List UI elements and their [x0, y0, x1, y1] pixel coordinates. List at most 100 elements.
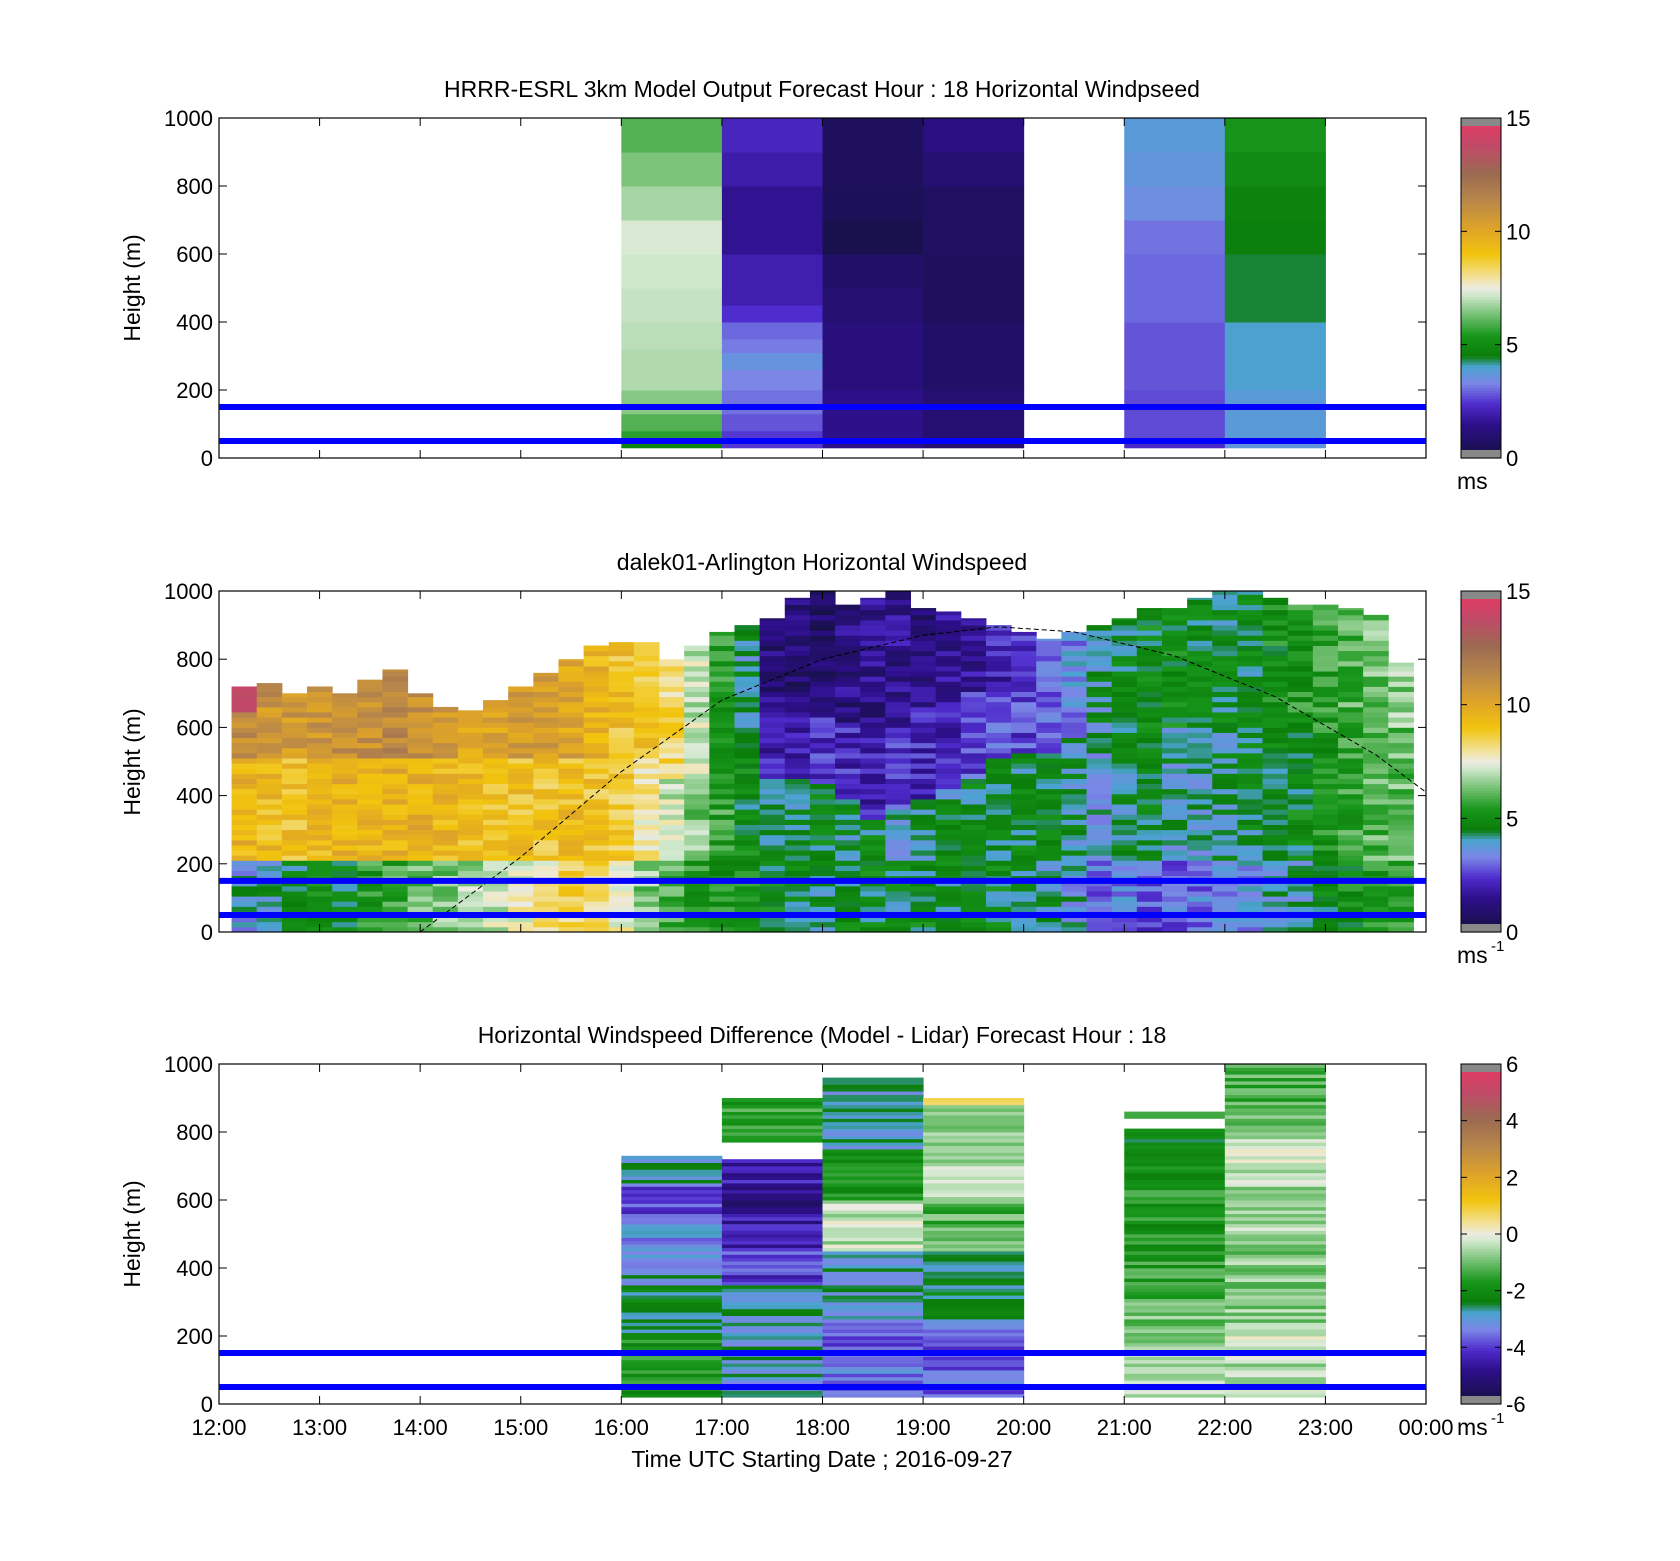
- lidar-profile: [457, 710, 484, 932]
- heatmap-cell: [1237, 845, 1264, 851]
- heatmap-cell: [1237, 870, 1264, 877]
- heatmap-cell: [822, 1077, 924, 1082]
- heatmap-cell: [432, 916, 459, 923]
- heatmap-cell: [1011, 671, 1037, 677]
- heatmap-cell: [1124, 1390, 1226, 1395]
- heatmap-cell: [231, 926, 258, 932]
- heatmap-cell: [633, 660, 660, 667]
- lidar-profile: [633, 642, 660, 932]
- heatmap-cell: [809, 799, 836, 805]
- heatmap-cell: [860, 758, 886, 764]
- heatmap-cell: [533, 758, 559, 764]
- heatmap-cell: [1161, 614, 1188, 621]
- heatmap-cell: [332, 793, 358, 800]
- heatmap-cell: [960, 758, 987, 764]
- heatmap-cell: [809, 834, 836, 841]
- heatmap-cell: [960, 752, 987, 759]
- heatmap-cell: [1187, 609, 1213, 616]
- heatmap-cell: [608, 645, 635, 652]
- heatmap-cell: [885, 737, 912, 744]
- heatmap-cell: [759, 773, 786, 779]
- heatmap-cell: [1312, 706, 1339, 713]
- heatmap-cell: [1086, 773, 1113, 779]
- heatmap-cell: [256, 870, 283, 877]
- heatmap-cell: [1111, 819, 1138, 825]
- heatmap-cell: [281, 819, 308, 825]
- heatmap-cell: [1224, 1298, 1326, 1303]
- heatmap-cell: [860, 597, 886, 600]
- heatmap-cell: [960, 655, 987, 662]
- heatmap-cell: [1212, 727, 1238, 733]
- heatmap-cell: [608, 824, 635, 831]
- heatmap-cell: [1287, 850, 1314, 856]
- heatmap-cell: [1224, 1223, 1326, 1228]
- heatmap-cell: [307, 778, 333, 785]
- heatmap-cell: [809, 896, 836, 902]
- heatmap-cell: [835, 788, 861, 795]
- heatmap-cell: [621, 220, 723, 255]
- heatmap-cell: [332, 896, 358, 902]
- heatmap-cell: [1187, 845, 1213, 851]
- heatmap-cell: [1136, 850, 1163, 856]
- heatmap-cell: [1161, 706, 1188, 713]
- heatmap-cell: [1061, 829, 1088, 836]
- heatmap-cell: [633, 783, 660, 790]
- heatmap-cell: [608, 666, 635, 672]
- heatmap-cell: [1036, 773, 1062, 779]
- heatmap-cell: [935, 619, 962, 626]
- heatmap-cell: [960, 926, 987, 932]
- heatmap-cell: [1086, 819, 1113, 825]
- heatmap-cell: [357, 722, 383, 728]
- heatmap-cell: [1262, 655, 1289, 662]
- x-tick-label: 17:00: [694, 1415, 749, 1440]
- heatmap-cell: [1011, 660, 1037, 667]
- heatmap-cell: [1224, 1111, 1326, 1116]
- heatmap-cell: [1312, 788, 1339, 795]
- heatmap-cell: [1224, 1091, 1326, 1095]
- heatmap-cell: [960, 773, 987, 779]
- heatmap-cell: [1124, 1169, 1226, 1174]
- heatmap-cell: [1388, 783, 1414, 790]
- heatmap-cell: [1224, 1070, 1326, 1075]
- heatmap-cell: [1262, 635, 1289, 641]
- heatmap-cell: [1136, 722, 1163, 728]
- heatmap-cell: [860, 768, 886, 774]
- heatmap-cell: [621, 1393, 723, 1398]
- heatmap-cell: [885, 829, 912, 836]
- heatmap-cell: [1136, 717, 1163, 723]
- heatmap-cell: [1212, 630, 1238, 636]
- heatmap-cell: [759, 891, 786, 897]
- heatmap-cell: [1036, 752, 1062, 759]
- heatmap-cell: [721, 1108, 823, 1112]
- heatmap-cell: [822, 1203, 924, 1208]
- heatmap-cell: [1337, 901, 1364, 907]
- heatmap-cell: [508, 691, 534, 698]
- heatmap-cell: [558, 747, 585, 754]
- heatmap-cell: [307, 865, 333, 872]
- difference-column: [721, 1159, 823, 1398]
- heatmap-cell: [684, 839, 710, 846]
- heatmap-cell: [935, 773, 962, 779]
- heatmap-cell: [960, 799, 987, 805]
- heatmap-cell: [382, 824, 409, 831]
- heatmap-cell: [822, 1155, 924, 1160]
- heatmap-cell: [1388, 824, 1414, 831]
- heatmap-cell: [608, 706, 635, 713]
- heatmap-cell: [432, 865, 459, 872]
- heatmap-cell: [659, 768, 685, 774]
- heatmap-cell: [709, 666, 735, 672]
- heatmap-cell: [1111, 901, 1138, 907]
- heatmap-cell: [583, 691, 610, 698]
- heatmap-cell: [709, 712, 735, 718]
- heatmap-cell: [1237, 660, 1264, 667]
- heatmap-cell: [809, 758, 836, 764]
- heatmap-cell: [1111, 660, 1138, 667]
- heatmap-cell: [1212, 901, 1238, 907]
- heatmap-cell: [721, 1200, 823, 1204]
- heatmap-cell: [1061, 814, 1088, 820]
- heatmap-cell: [1388, 686, 1414, 692]
- heatmap-cell: [1036, 921, 1062, 928]
- heatmap-cell: [1388, 799, 1414, 805]
- heatmap-cell: [256, 855, 283, 861]
- heatmap-cell: [1111, 666, 1138, 672]
